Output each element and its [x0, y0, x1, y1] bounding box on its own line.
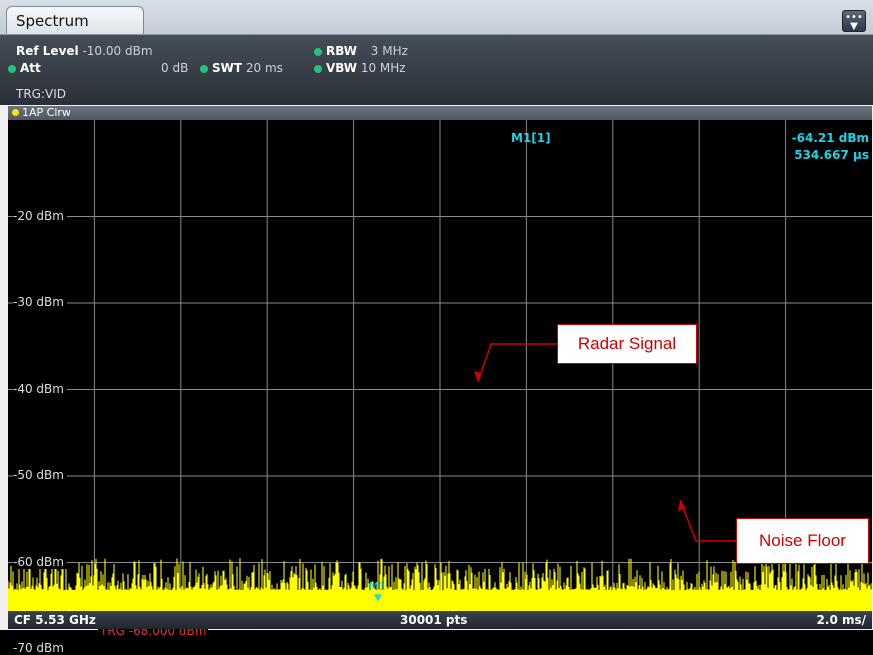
rbw-value: 3 MHz	[370, 44, 408, 58]
marker-readout-level: -64.21 dBm	[791, 131, 869, 145]
radar-signal-arrowhead	[474, 371, 482, 382]
y-tick-label: -40 dBm	[13, 381, 67, 396]
marker-m1-triangle	[374, 594, 382, 602]
swt-setting[interactable]: SWT 20 ms	[200, 61, 283, 75]
center-frequency: CF 5.53 GHz	[14, 613, 96, 627]
tab-spectrum[interactable]: Spectrum	[6, 6, 144, 34]
ref-level-setting[interactable]: Ref Level -10.00 dBm	[16, 44, 153, 58]
sweep-points: 30001 pts	[400, 613, 468, 627]
radar-signal-callout: Radar Signal	[557, 324, 697, 364]
vbw-status-dot	[314, 64, 322, 73]
rbw-setting[interactable]: RBW 3 MHz	[314, 44, 408, 58]
noise-floor-trace	[8, 558, 872, 611]
status-footer: CF 5.53 GHz 30001 pts 2.0 ms/	[8, 611, 872, 629]
trace-layer	[8, 558, 872, 611]
y-tick-label: -20 dBm	[13, 208, 67, 223]
overlay-layer	[374, 343, 736, 602]
trigger-setting[interactable]: TRG:VID	[16, 87, 66, 101]
trace-color-dot	[12, 109, 19, 116]
plot-grid	[8, 120, 872, 611]
radar-signal-arrow	[477, 343, 557, 383]
overflow-menu-icon: ••• ▼	[845, 12, 863, 32]
tab-bar: Spectrum ••• ▼	[0, 0, 873, 35]
noise-floor-arrowhead	[678, 500, 686, 511]
rbw-label: RBW	[326, 44, 357, 58]
att-status-dot	[8, 64, 16, 73]
swt-label: SWT	[212, 61, 243, 75]
y-tick-label: -70 dBm	[13, 641, 67, 655]
tab-spectrum-label: Spectrum	[16, 12, 89, 30]
y-tick-label: -30 dBm	[13, 295, 67, 309]
marker-m1-label: M1	[369, 580, 386, 594]
swt-value: 20 ms	[245, 61, 283, 75]
noise-floor-callout: Noise Floor	[736, 518, 869, 564]
att-value: 0 dB	[161, 61, 189, 75]
spectrum-plot[interactable]: -20 dBm -30 dBm -40 dBm -50 dBm -60 dBm -70 d…	[8, 120, 872, 655]
vbw-value: 10 MHz	[360, 61, 406, 75]
y-tick-label: -60 dBm	[13, 554, 67, 569]
trace-header: 1AP Clrw	[8, 106, 872, 120]
trace-label[interactable]: 1AP Clrw	[22, 106, 71, 119]
marker-readout-time: 534.667 µs	[794, 148, 869, 162]
att-label: Att	[20, 61, 41, 75]
vbw-setting[interactable]: VBW 10 MHz	[314, 61, 406, 75]
ref-level-value: -10.00 dBm	[82, 44, 153, 58]
ref-level-label: Ref Level	[16, 44, 79, 58]
noise-floor-arrow	[679, 499, 736, 542]
time-per-division: 2.0 ms/	[816, 613, 866, 627]
vbw-label: VBW	[326, 61, 358, 75]
att-setting[interactable]: Att	[8, 61, 41, 75]
measurement-settings-bar: Ref Level -10.00 dBm Att 0 dB SWT 20 ms …	[0, 35, 873, 105]
marker-readout-name: M1[1]	[511, 131, 551, 145]
swt-status-dot	[200, 64, 208, 73]
y-tick-label: -50 dBm	[13, 468, 67, 482]
overflow-menu-button[interactable]: ••• ▼	[842, 10, 866, 32]
spectrum-svg	[8, 120, 872, 611]
rbw-status-dot	[314, 47, 322, 56]
